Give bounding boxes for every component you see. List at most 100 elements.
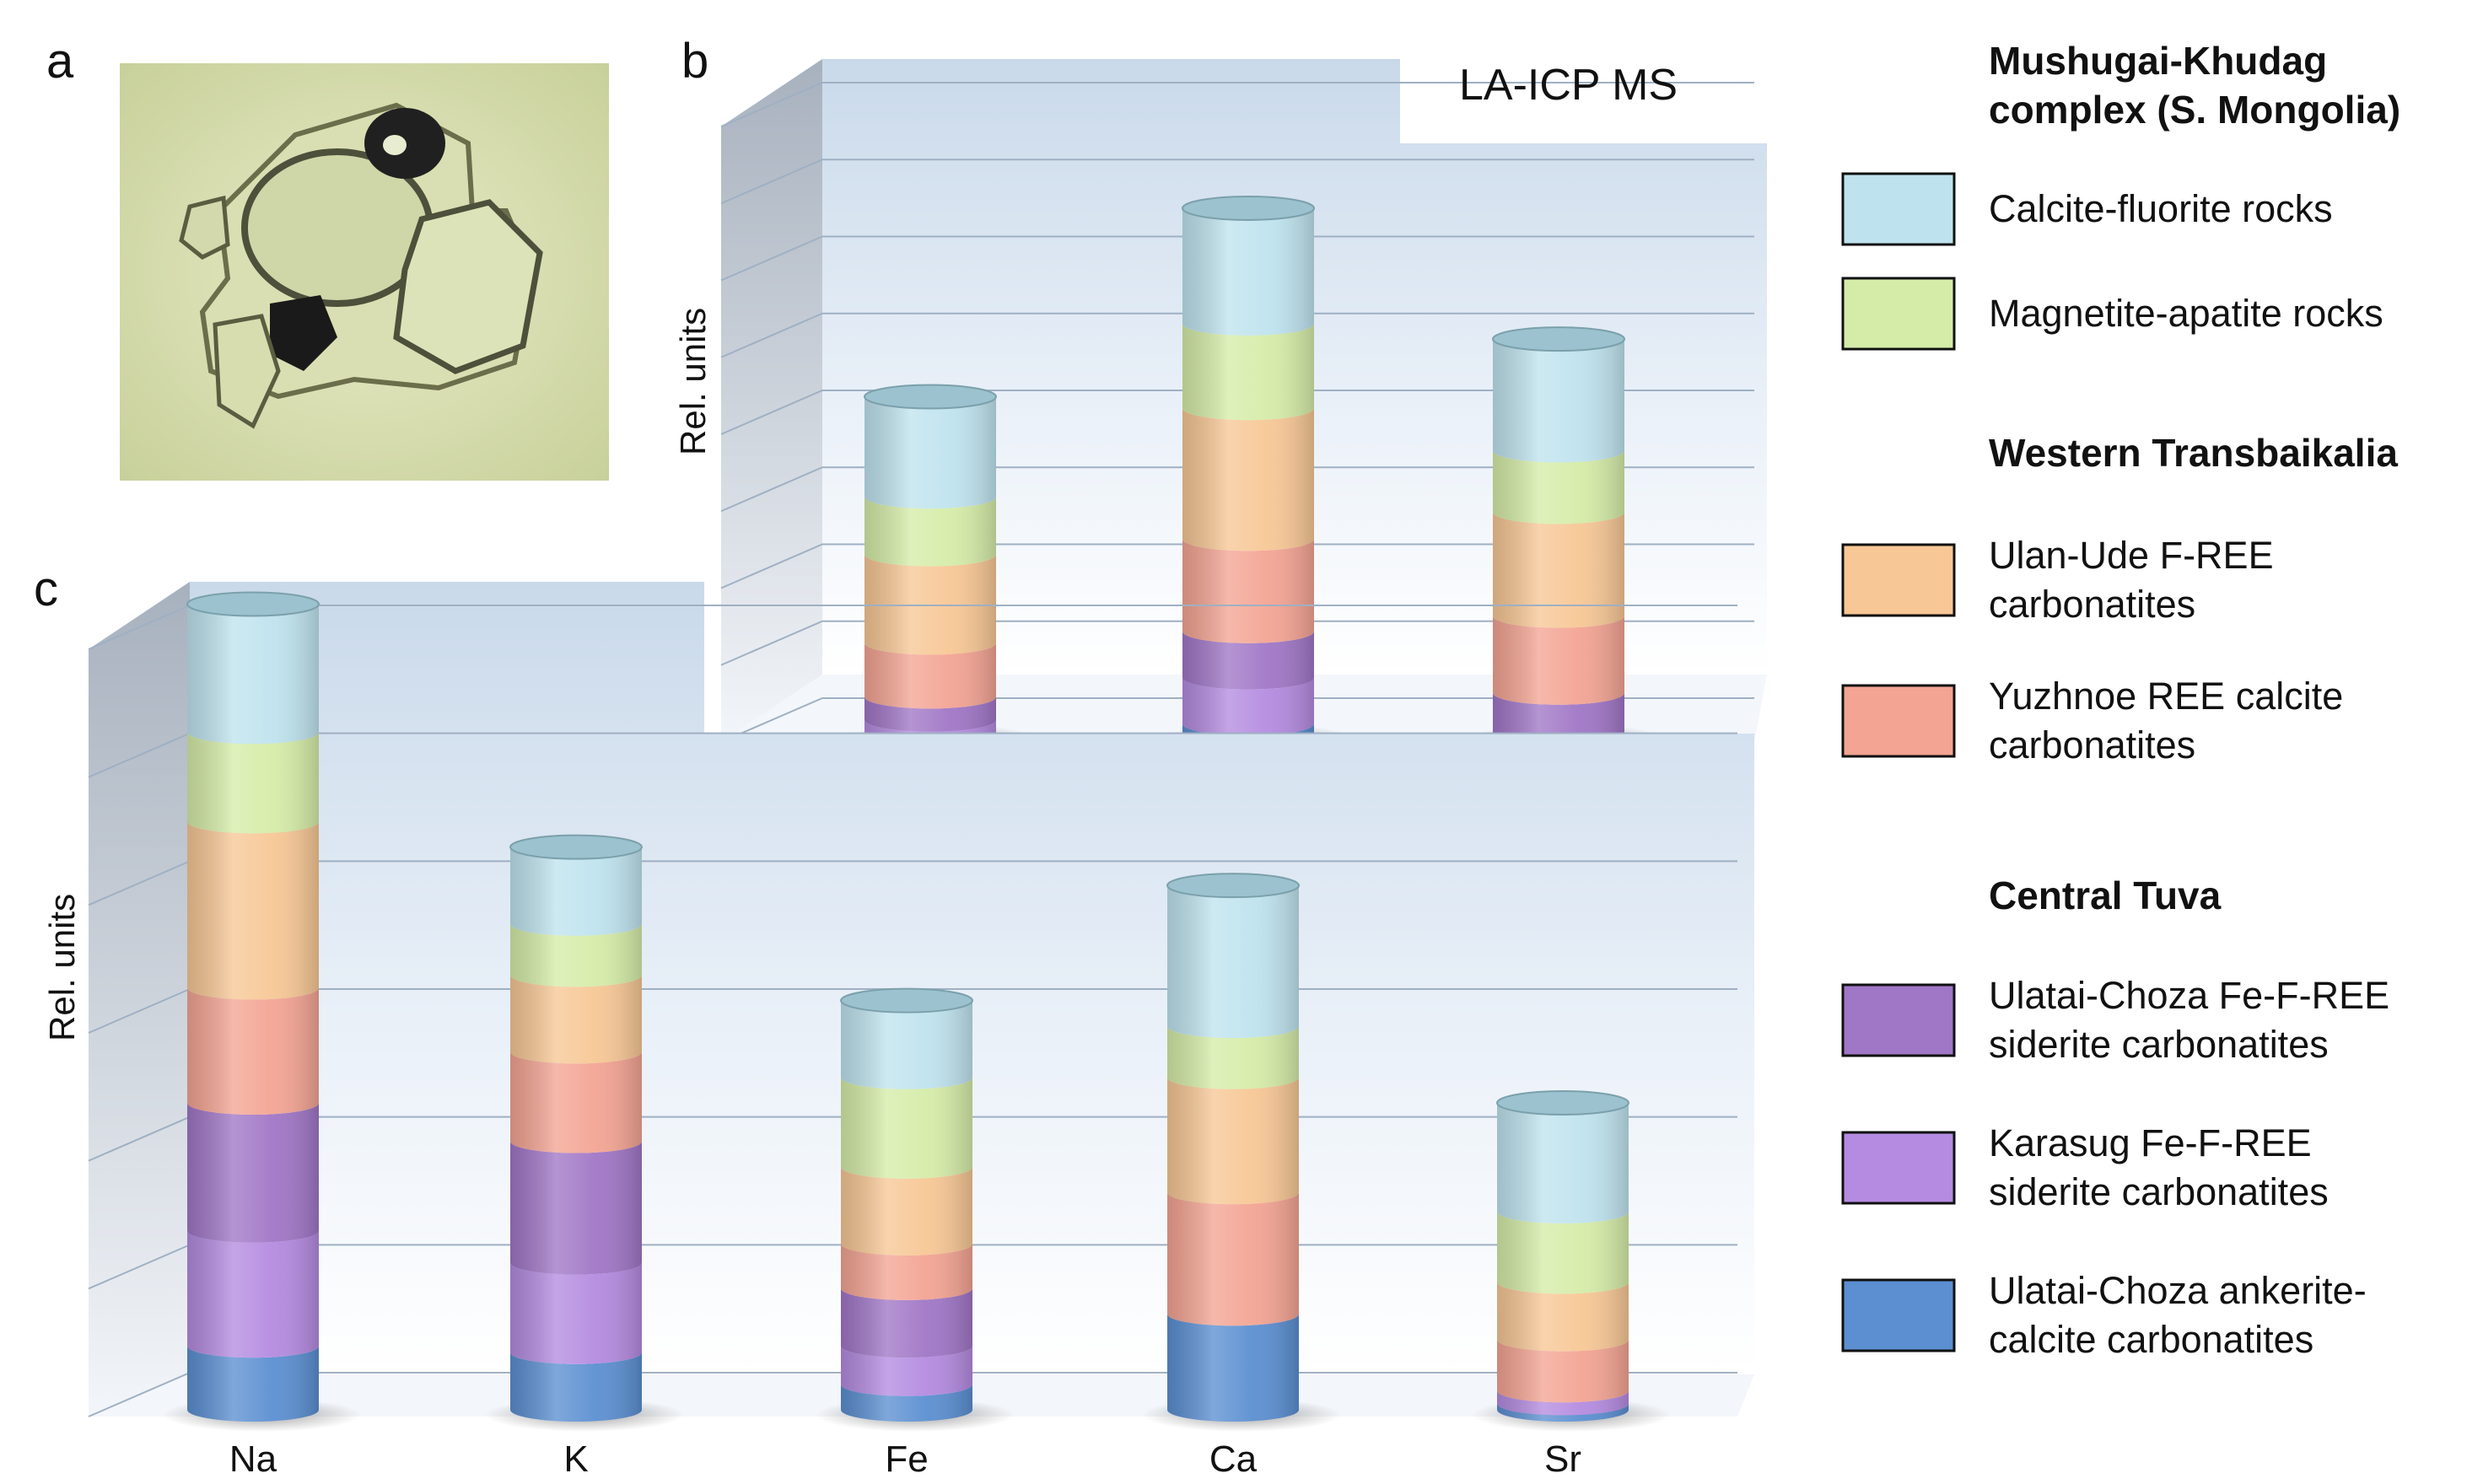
panel-c-bar-sr	[1472, 1090, 1671, 1432]
panel-b-gridline	[720, 312, 1754, 358]
segment-shading	[1497, 1403, 1629, 1422]
legend-group-title-0: Mushugai-Khudag	[1989, 39, 2327, 83]
segment-shading	[1167, 885, 1299, 1038]
segment-shading	[841, 1384, 972, 1422]
segment-shading	[1497, 1211, 1629, 1294]
legend-group-title-1: Western Transbaikalia	[1989, 431, 2398, 475]
legend-label-ulatai_siderite: Ulatai-Choza Fe-F-REE	[1989, 974, 2389, 1017]
legend-label-ulan_ude: Ulan-Ude F-REE	[1989, 534, 2274, 577]
segment-shading	[1493, 339, 1624, 463]
legend-label-karasug: siderite carbonatites	[1989, 1170, 2329, 1213]
segment-shading	[510, 1262, 642, 1364]
panel-c-bars	[162, 591, 1671, 1432]
panel-c-bar-k	[485, 834, 684, 1432]
panel-b-bar-cap-nd	[1492, 326, 1625, 352]
legend-label-yuzhnoe: carbonatites	[1989, 723, 2195, 766]
panel-c-bar-cap-sr	[1496, 1090, 1629, 1116]
panel-c-tick-fe: Fe	[885, 1438, 928, 1480]
segment-shading	[187, 604, 319, 745]
bar-cap-tint	[1182, 196, 1314, 220]
segment-shading	[510, 847, 642, 936]
segment-shading	[187, 732, 319, 834]
segment-shading	[187, 1346, 319, 1422]
bar-cap-tint	[1497, 1091, 1629, 1115]
segment-shading	[841, 1077, 972, 1179]
legend-label-ulatai_ankerite: calcite carbonatites	[1989, 1318, 2313, 1361]
panel-letter-b: b	[681, 34, 708, 89]
segment-shading	[1182, 323, 1314, 421]
segment-shading	[1497, 1103, 1629, 1223]
panel-c-y-axis-label: Rel. units	[42, 894, 82, 1041]
panel-b-gridline	[720, 390, 1754, 435]
panel-c-bar-na	[162, 591, 361, 1432]
segment-shading	[1497, 1282, 1629, 1352]
segment-shading	[1497, 1339, 1629, 1403]
segment-shading	[1493, 512, 1624, 628]
segment-shading	[1497, 1390, 1629, 1416]
panel-c-bar-fe	[816, 987, 1015, 1432]
segment-shading	[1182, 207, 1314, 336]
panel-c-tick-k: K	[563, 1438, 588, 1480]
legend-label-ulatai_siderite: siderite carbonatites	[1989, 1023, 2329, 1066]
segment-shading	[510, 1051, 642, 1153]
panel-c-bar-ca	[1142, 873, 1341, 1432]
segment-shading	[187, 1103, 319, 1243]
segment-shading	[510, 923, 642, 987]
bar-cap-tint	[841, 988, 972, 1013]
segment-shading	[510, 975, 642, 1064]
legend-label-magnetite_apatite: Magnetite-apatite rocks	[1989, 292, 2383, 335]
panel-b-y-axis-label: Rel. units	[673, 308, 713, 455]
legend-swatch-calcite_fluorite	[1841, 172, 1956, 246]
segment-shading	[1167, 1314, 1299, 1422]
panel-c-bar-cap-ca	[1166, 873, 1300, 899]
segment-shading	[841, 1166, 972, 1255]
segment-shading	[1182, 677, 1314, 736]
panel-c-tick-na: Na	[229, 1438, 277, 1480]
panel-c-bar-cap-na	[186, 591, 320, 617]
legend-label-calcite_fluorite: Calcite-fluorite rocks	[1989, 187, 2333, 230]
legend-label-ulatai_ankerite: Ulatai-Choza ankerite-	[1989, 1269, 2367, 1312]
panel-b-gridline	[720, 620, 1754, 666]
segment-shading	[1167, 1077, 1299, 1205]
segment-shading	[1493, 616, 1624, 705]
legend-swatch-karasug	[1841, 1131, 1956, 1205]
panel-b-gridline	[720, 159, 1754, 205]
legend-label-ulan_ude: carbonatites	[1989, 583, 2195, 626]
bar-cap-tint	[1493, 327, 1624, 352]
panel-c-bar-cap-fe	[840, 987, 973, 1014]
segment-shading	[841, 1000, 972, 1089]
segment-shading	[187, 821, 319, 1000]
panel-b-bar-cap-la	[864, 384, 997, 410]
segment-shading	[841, 1243, 972, 1300]
segment-shading	[864, 396, 996, 509]
panel-b-gridline	[720, 697, 1754, 743]
segment-shading	[187, 1230, 319, 1358]
segment-shading	[841, 1288, 972, 1358]
panel-b-gridline	[720, 82, 1754, 127]
segment-shading	[1182, 408, 1314, 551]
micrograph-photo	[120, 63, 609, 481]
legend-group-title-0: complex (S. Mongolia)	[1989, 88, 2400, 132]
panel-b-gridline	[720, 235, 1754, 282]
legend: Mushugai-Khudag complex (S. Mongolia) Calc…	[1841, 39, 2400, 1361]
panel-letter-a: a	[46, 34, 74, 89]
panel-c-x-ticks: Na K Fe Ca Sr	[229, 1438, 1581, 1480]
bar-cap-tint	[187, 592, 319, 616]
segment-shading	[864, 696, 996, 732]
panel-c-tick-ca: Ca	[1209, 1438, 1258, 1480]
legend-swatch-magnetite_apatite	[1841, 277, 1956, 351]
segment-shading	[187, 987, 319, 1115]
segment-shading	[1182, 631, 1314, 690]
legend-label-yuzhnoe: Yuzhnoe REE calcite	[1989, 675, 2343, 718]
legend-label-karasug: Karasug Fe-F-REE	[1989, 1121, 2312, 1164]
segment-shading	[1493, 450, 1624, 524]
legend-group-title-2: Central Tuva	[1989, 874, 2222, 917]
segment-shading	[510, 1141, 642, 1275]
segment-shading	[841, 1346, 972, 1396]
panel-b-gridlines	[720, 82, 1754, 743]
bar-cap-tint	[1167, 874, 1299, 898]
panel-b-gridline	[720, 543, 1754, 589]
panel-c-tick-sr: Sr	[1544, 1438, 1581, 1480]
legend-swatch-ulan_ude	[1841, 543, 1956, 617]
